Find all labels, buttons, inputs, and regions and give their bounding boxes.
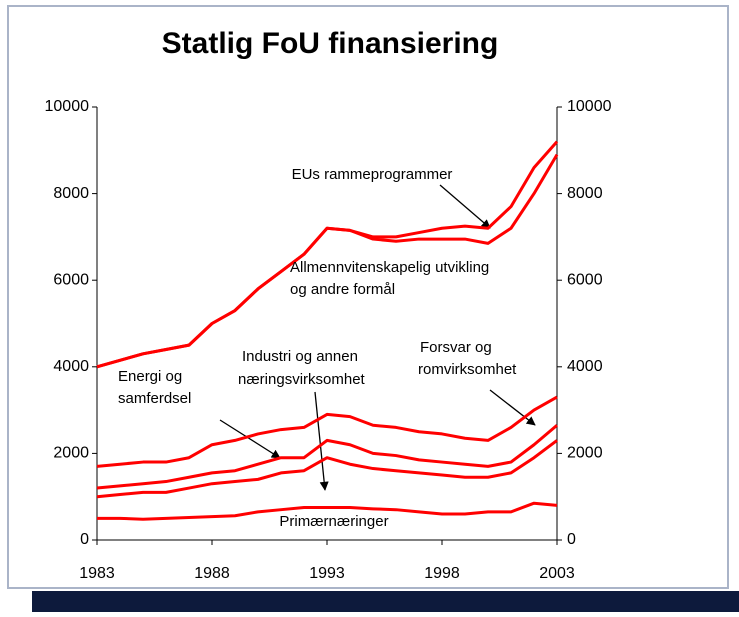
annotation: Forsvar og <box>420 339 492 356</box>
series-line <box>96 439 558 499</box>
y-tick-label: 2000 <box>53 445 89 462</box>
x-tick-label: 1998 <box>424 565 460 582</box>
series-line <box>96 395 558 468</box>
series-line <box>96 424 558 490</box>
footer-band <box>32 591 739 612</box>
arrow <box>314 391 329 491</box>
frame <box>7 5 729 589</box>
annotation: Energi og <box>118 368 182 385</box>
arrow <box>219 419 281 459</box>
annotation: Primærnæringer <box>279 513 388 530</box>
y2-tick-label: 2000 <box>567 445 603 462</box>
y2-tick-label: 10000 <box>567 98 612 115</box>
annotation: samferdsel <box>118 390 191 407</box>
chart-title: Statlig FoU finansiering <box>162 27 499 60</box>
series-line <box>96 140 559 369</box>
annotation: næringsvirksomhet <box>238 371 366 388</box>
annotation: Allmennvitenskapelig utvikling <box>290 259 489 276</box>
series-line <box>97 501 558 521</box>
y-tick-label: 8000 <box>53 185 89 202</box>
y2-tick-label: 8000 <box>567 185 603 202</box>
arrow <box>489 389 536 426</box>
y2-tick-label: 0 <box>567 531 576 548</box>
y2-tick-label: 6000 <box>567 271 603 288</box>
x-tick-label: 1988 <box>194 565 230 582</box>
y-tick-label: 0 <box>80 531 89 548</box>
annotation: Industri og annen <box>242 348 358 365</box>
x-tick-label: 1983 <box>79 565 115 582</box>
x-tick-label: 1993 <box>309 565 345 582</box>
annotation: og andre formål <box>290 281 395 298</box>
x-tick-label: 2003 <box>539 565 575 582</box>
y2-tick-label: 4000 <box>567 358 603 375</box>
y-tick-label: 6000 <box>53 271 89 288</box>
y-tick-label: 10000 <box>45 98 90 115</box>
arrow <box>439 184 491 229</box>
annotation: romvirksomhet <box>418 361 517 378</box>
y-tick-label: 4000 <box>53 358 89 375</box>
annotation: EUs rammeprogrammer <box>292 166 453 183</box>
